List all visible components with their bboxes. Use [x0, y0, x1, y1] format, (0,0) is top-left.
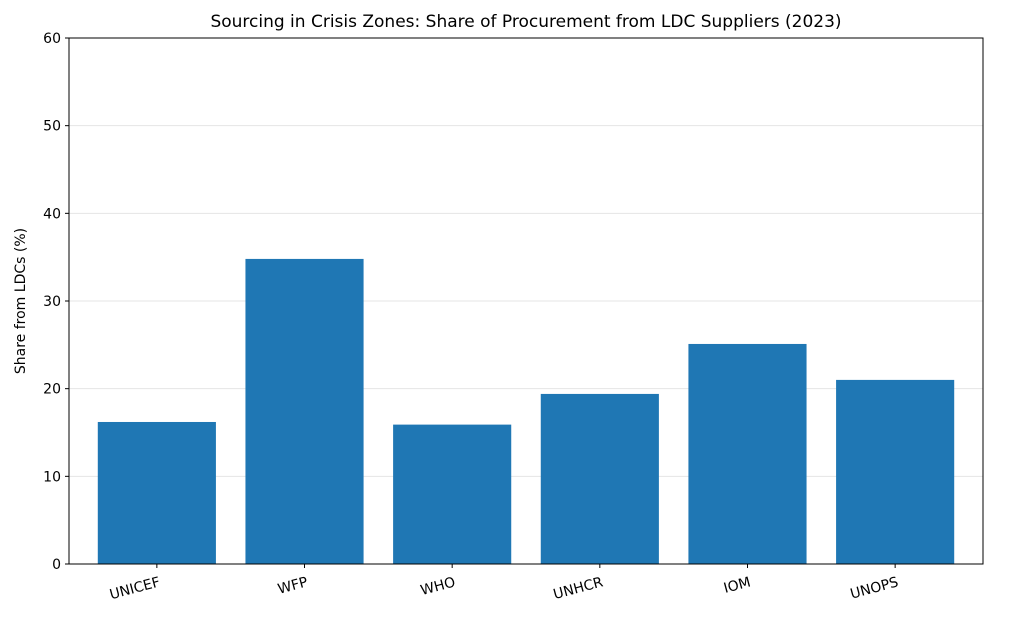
bar-who — [393, 424, 512, 564]
y-tick-label: 60 — [43, 31, 61, 47]
bar-iom — [688, 343, 807, 564]
y-axis-label: Share from LDCs (%) — [13, 228, 29, 374]
x-tick-label: IOM — [722, 574, 752, 597]
bar-unops — [836, 379, 955, 564]
y-tick-label: 10 — [43, 469, 61, 485]
x-tick-label: UNOPS — [849, 574, 901, 602]
bar-wfp — [245, 258, 364, 564]
y-tick-label: 0 — [52, 557, 61, 573]
chart-title: Sourcing in Crisis Zones: Share of Procu… — [210, 12, 841, 32]
y-tick-label: 20 — [43, 382, 61, 398]
x-tick-label: WFP — [276, 574, 309, 597]
bar-unicef — [97, 421, 216, 564]
y-tick-label: 40 — [43, 206, 61, 222]
y-tick-label: 30 — [43, 294, 61, 310]
x-tick-label: WHO — [419, 574, 457, 599]
y-tick-label: 50 — [43, 119, 61, 135]
x-tick-label: UNICEF — [108, 574, 162, 603]
bar-unhcr — [540, 393, 659, 564]
x-tick-label: UNHCR — [552, 574, 605, 603]
